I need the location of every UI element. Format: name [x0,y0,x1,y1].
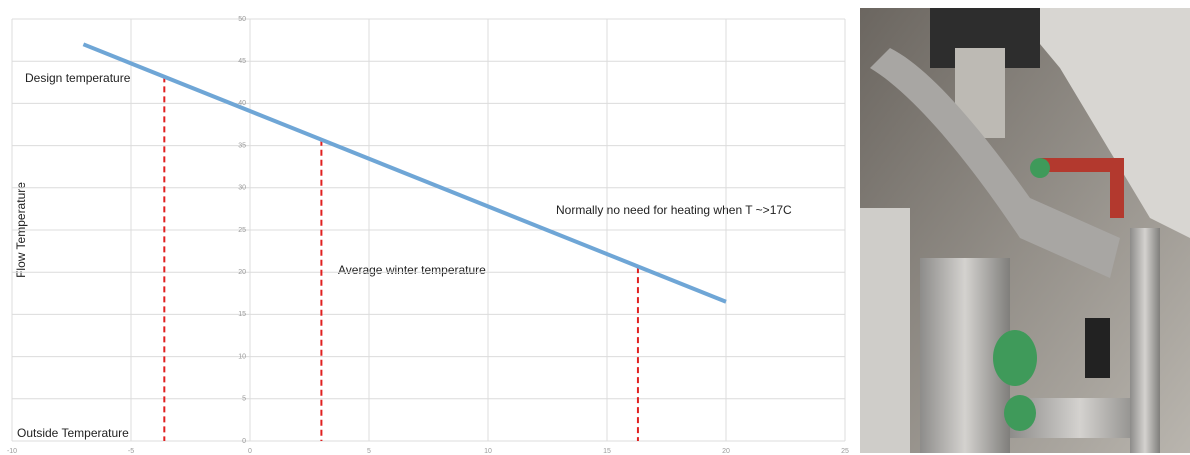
y-tick-label: 45 [238,58,246,65]
y-tick-label: 5 [242,396,246,403]
y-tick-label: 10 [238,353,246,360]
y-tick-label: 35 [238,142,246,149]
x-tick-label: -10 [7,448,17,455]
annotation: Average winter temperature [338,263,486,277]
chart: Outside Temperature Flow Temperature Des… [0,0,850,455]
x-tick-label: 10 [484,448,492,455]
y-tick-label: 15 [238,311,246,318]
y-tick-label: 20 [238,269,246,276]
x-tick-label: -5 [128,448,134,455]
x-tick-label: 5 [367,448,371,455]
y-tick-label: 25 [238,227,246,234]
y-tick-label: 30 [238,185,246,192]
x-tick-label: 20 [722,448,730,455]
x-tick-label: 15 [603,448,611,455]
x-axis-label: Outside Temperature [17,426,129,440]
y-tick-label: 0 [242,438,246,445]
photo [860,8,1190,453]
annotation: Design temperature [25,71,131,85]
x-tick-label: 0 [248,448,252,455]
page: {"chart_data": {"type": "line", "x_label… [0,0,1190,455]
annotation: Normally no need for heating when T ~>17… [556,203,792,217]
x-tick-label: 25 [841,448,849,455]
y-tick-label: 50 [238,16,246,23]
